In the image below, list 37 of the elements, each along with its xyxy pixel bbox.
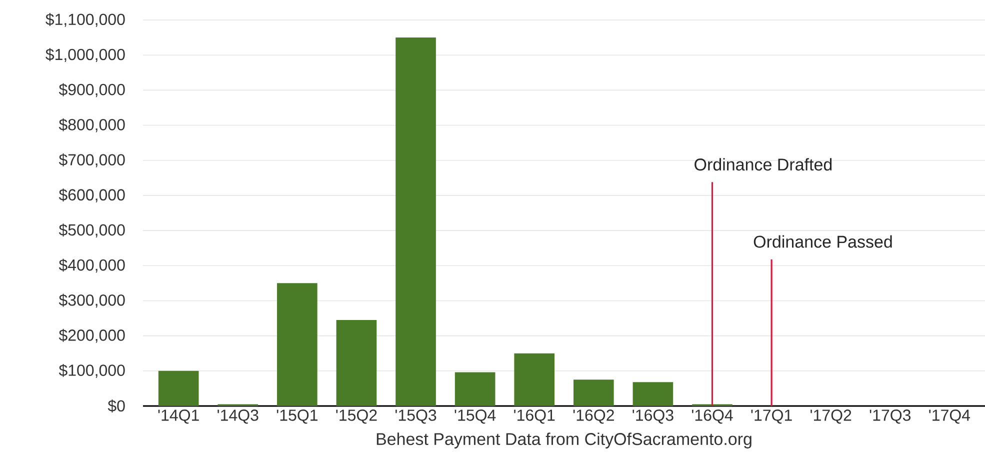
x-axis-title: Behest Payment Data from CityOfSacramento.org <box>376 432 752 448</box>
x-tick-label: '15Q1 <box>276 410 318 424</box>
ref-line-label: Ordinance Drafted <box>694 158 832 171</box>
bar <box>277 283 318 406</box>
y-tick-label: $800,000 <box>58 118 125 132</box>
x-tick-label: '16Q3 <box>632 410 674 424</box>
y-tick-label: $400,000 <box>58 258 125 273</box>
y-tick-label: $900,000 <box>58 83 125 98</box>
y-tick-label: $500,000 <box>58 224 125 238</box>
bar <box>514 353 555 406</box>
x-tick-label: '16Q1 <box>514 410 555 424</box>
y-tick-label: $300,000 <box>58 294 125 308</box>
x-tick-label: '16Q4 <box>692 410 733 424</box>
ref-line-label: Ordinance Passed <box>754 235 892 248</box>
x-tick-label: '17Q4 <box>929 410 970 424</box>
bar <box>632 382 674 406</box>
y-tick-label: $200,000 <box>58 328 125 343</box>
y-tick-label: $600,000 <box>58 188 125 202</box>
bar <box>336 320 377 406</box>
x-tick-label: '17Q3 <box>870 410 911 424</box>
y-tick-label: $1,100,000 <box>46 13 125 27</box>
bar <box>573 380 614 406</box>
x-tick-label: '16Q2 <box>573 410 614 424</box>
x-tick-label: '15Q4 <box>454 410 496 424</box>
y-tick-label: $0 <box>108 400 125 412</box>
x-tick-label: '17Q1 <box>751 410 792 424</box>
y-tick-label: $100,000 <box>58 364 125 378</box>
x-tick-label: '14Q3 <box>218 410 258 424</box>
bar <box>454 372 496 406</box>
x-tick-label: '17Q2 <box>810 410 852 424</box>
x-tick-label: '15Q3 <box>395 410 436 424</box>
y-tick-label: $700,000 <box>58 153 125 168</box>
x-tick-label: '15Q2 <box>336 410 377 424</box>
bar <box>158 370 199 406</box>
x-tick-label: '14Q1 <box>158 410 199 424</box>
bar <box>396 38 436 406</box>
y-tick-label: $1,000,000 <box>46 48 125 62</box>
